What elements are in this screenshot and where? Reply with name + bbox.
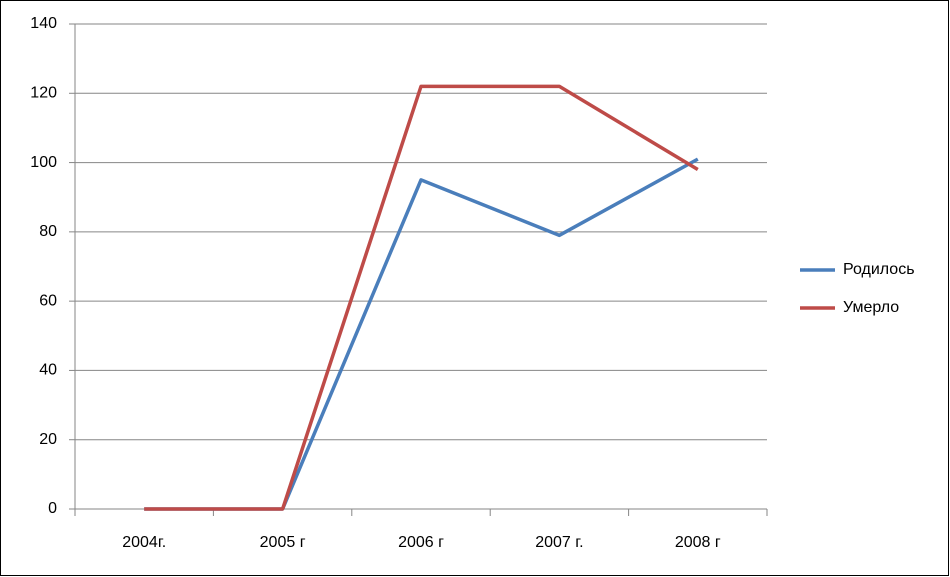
y-tick-label: 60 bbox=[39, 292, 57, 309]
x-tick-label: 2004г. bbox=[122, 534, 166, 551]
x-tick-label: 2007 г. bbox=[535, 534, 583, 551]
y-tick-label: 20 bbox=[39, 431, 57, 448]
x-tick-label: 2008 г bbox=[675, 534, 721, 551]
y-tick-label: 120 bbox=[30, 85, 57, 102]
legend-label: Родилось bbox=[843, 261, 915, 278]
y-tick-label: 80 bbox=[39, 223, 57, 240]
x-tick-label: 2006 г bbox=[398, 534, 444, 551]
y-tick-label: 100 bbox=[30, 154, 57, 171]
legend-label: Умерло bbox=[843, 299, 899, 316]
y-tick-label: 40 bbox=[39, 362, 57, 379]
series-line bbox=[144, 84, 699, 511]
y-tick-label: 0 bbox=[48, 500, 57, 517]
y-tick-label: 140 bbox=[30, 15, 57, 32]
x-tick-label: 2005 г bbox=[260, 534, 306, 551]
